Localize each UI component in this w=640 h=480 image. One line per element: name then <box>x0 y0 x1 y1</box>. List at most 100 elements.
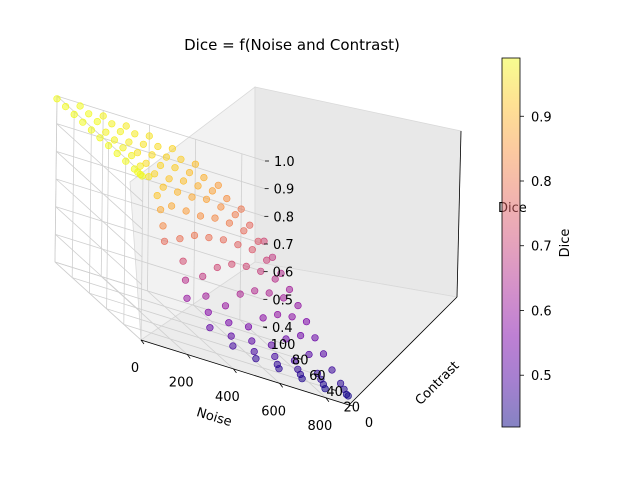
z-tick-label: 0.7 <box>273 238 294 253</box>
data-point <box>70 110 78 118</box>
data-point <box>313 369 322 378</box>
z-grid-line <box>55 234 142 313</box>
data-point <box>96 134 104 142</box>
data-point <box>225 319 233 327</box>
data-point <box>246 221 254 229</box>
data-point <box>87 126 95 134</box>
z-grid-line <box>55 206 264 273</box>
data-point <box>250 348 258 356</box>
data-point <box>168 145 176 153</box>
data-point <box>190 231 199 239</box>
data-point <box>179 177 188 185</box>
data-point <box>223 195 231 203</box>
data-point <box>110 136 118 144</box>
y-tick-label: 60 <box>309 369 326 384</box>
data-point <box>252 355 260 363</box>
data-point <box>240 227 248 235</box>
data-point <box>204 308 212 316</box>
data-point <box>290 357 299 365</box>
data-point <box>196 212 205 220</box>
y-axis-line <box>348 296 458 406</box>
data-point <box>244 323 253 331</box>
y-tick-mark <box>314 373 319 376</box>
data-point <box>202 195 211 203</box>
colorbar-frame <box>501 57 521 428</box>
data-point <box>234 241 242 249</box>
x-grid-line <box>239 319 327 399</box>
data-point <box>282 335 290 343</box>
data-point <box>319 350 328 358</box>
colorbar-gradient <box>502 58 520 427</box>
y-tick-mark <box>297 357 302 360</box>
z-axis-line <box>456 130 462 298</box>
z-tick-label: 0.8 <box>273 210 294 225</box>
x-tick-mark <box>140 339 145 345</box>
data-point <box>128 152 136 160</box>
data-point <box>76 102 84 110</box>
data-point <box>53 95 61 103</box>
colorbar-tick-label: 0.6 <box>531 304 552 319</box>
z-grid-line <box>56 123 265 190</box>
data-point <box>188 193 196 201</box>
z-tick-labels: 0.4 0.5 0.6 0.7 0.8 0.9 1.0 <box>263 155 295 336</box>
data-point <box>214 181 222 189</box>
data-point <box>136 162 144 170</box>
data-point <box>263 256 271 264</box>
data-point <box>157 206 165 214</box>
y-axis-label: Contrast <box>413 359 463 409</box>
data-point <box>271 275 279 283</box>
x-tick-label: 800 <box>307 419 332 434</box>
data-point <box>298 375 306 383</box>
x-tick-labels: 0 200 400 600 800 <box>131 339 332 434</box>
data-point <box>236 290 244 298</box>
data-point <box>108 120 116 128</box>
data-point <box>208 187 216 195</box>
data-point <box>259 314 267 322</box>
z-tick-label: 0.6 <box>273 266 294 281</box>
x-tick-label: 200 <box>169 375 194 390</box>
data-point <box>251 287 259 295</box>
data-point <box>227 332 235 340</box>
y-tick-label: 100 <box>271 338 296 353</box>
data-point <box>168 202 176 210</box>
data-point <box>145 132 153 140</box>
data-point <box>159 222 167 230</box>
data-point <box>199 272 207 281</box>
data-point <box>311 334 319 342</box>
x-axis-line <box>140 339 350 406</box>
data-point <box>248 246 256 254</box>
data-point <box>194 182 202 190</box>
scatter-points <box>53 95 352 400</box>
z-grid-line <box>55 178 143 258</box>
x-tick-mark <box>186 354 191 359</box>
data-point <box>285 285 294 294</box>
data-point <box>211 214 219 222</box>
y-grid-line <box>123 324 332 390</box>
data-point <box>267 341 276 349</box>
data-point <box>160 237 169 245</box>
data-point <box>122 122 130 130</box>
y-tick-mark <box>331 389 336 391</box>
data-point <box>248 337 256 345</box>
y-grid-line <box>72 277 281 343</box>
colorbar-tick-label: 0.5 <box>531 369 552 384</box>
data-point <box>93 117 101 126</box>
x-tick-mark <box>325 397 330 403</box>
z-grid-line <box>54 261 142 341</box>
z-grid-line <box>56 151 143 230</box>
x-grid-line <box>147 290 234 370</box>
z-tick-label: 0.9 <box>274 183 295 198</box>
colorbar-tick-label: 0.7 <box>531 240 552 255</box>
data-point <box>254 237 262 245</box>
chart-title: Dice = f(Noise and Contrast) <box>184 36 400 54</box>
z-grid-line <box>56 95 266 162</box>
data-point <box>116 128 124 136</box>
data-point <box>99 112 107 120</box>
data-point <box>145 173 153 181</box>
x-axis-label: Noise <box>195 405 234 430</box>
data-point <box>305 350 313 359</box>
data-point <box>225 219 233 227</box>
data-point <box>257 267 265 275</box>
data-point <box>159 183 167 191</box>
